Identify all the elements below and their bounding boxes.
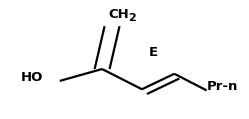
Text: Pr-n: Pr-n [207, 80, 239, 93]
Text: HO: HO [21, 71, 44, 84]
Text: 2: 2 [128, 13, 136, 23]
Text: CH: CH [108, 8, 129, 21]
Text: E: E [149, 46, 158, 59]
